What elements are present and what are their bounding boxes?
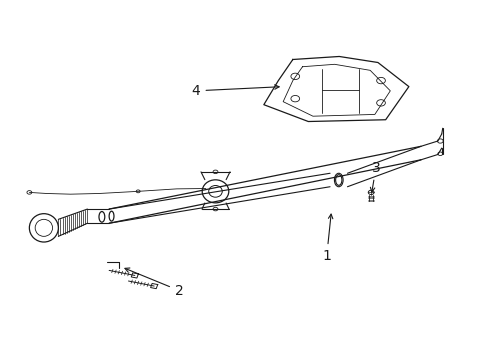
Text: 3: 3	[369, 161, 380, 192]
Text: 4: 4	[191, 84, 279, 98]
Text: 1: 1	[322, 214, 332, 263]
Text: 2: 2	[125, 268, 183, 298]
